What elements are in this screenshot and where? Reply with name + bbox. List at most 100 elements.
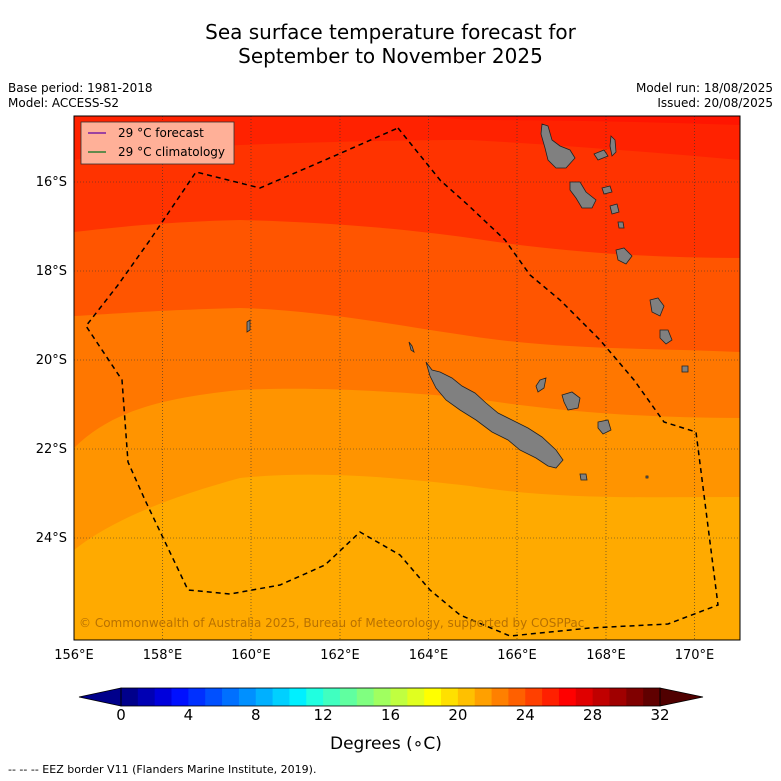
colorbar-cell <box>525 688 543 706</box>
colorbar-cell <box>558 688 577 706</box>
title-line-1: Sea surface temperature forecast for <box>205 20 576 44</box>
issued-date: Issued: 20/08/2025 <box>657 96 773 110</box>
lon-label: 170°E <box>675 648 715 663</box>
walpole <box>645 475 649 479</box>
colorbar-tick: 0 <box>116 706 126 724</box>
colorbar-cell <box>323 688 341 706</box>
lon-label: 166°E <box>497 648 537 663</box>
colorbar-tick: 28 <box>583 706 602 724</box>
colorbar-cell <box>289 688 307 706</box>
colorbar-tick: 20 <box>448 706 467 724</box>
ouvea-island <box>535 377 547 393</box>
shepherd-islands <box>617 221 625 229</box>
legend-climatology-label: 29 °C climatology <box>118 145 225 159</box>
new-caledonia <box>425 361 564 469</box>
lat-label: 20°S <box>36 353 67 368</box>
colorbar-cell <box>356 688 375 706</box>
espiritu-santo <box>540 123 576 169</box>
ambrym <box>601 185 613 195</box>
lat-labels: 16°S 18°S 20°S 22°S 24°S <box>36 175 67 546</box>
mare-island <box>597 419 612 435</box>
footer-note: -- -- -- EEZ border V11 (Flanders Marine… <box>8 763 317 776</box>
colorbar-cell <box>643 688 661 706</box>
colorbar-cell <box>171 688 189 706</box>
colorbar-cell <box>457 688 476 706</box>
colorbar-cell <box>474 688 492 706</box>
land <box>246 123 689 481</box>
lon-label: 164°E <box>409 648 449 663</box>
map-frame <box>73 115 741 641</box>
colorbar-ticks: 0 4 8 12 16 20 24 28 32 <box>116 706 669 724</box>
model-name: Model: ACCESS-S2 <box>8 96 120 110</box>
pentecost <box>609 135 617 157</box>
colorbar-tick: 32 <box>650 706 669 724</box>
sst-map: © Commonwealth of Australia 2025, Bureau… <box>74 116 740 640</box>
colorbar-cell <box>205 688 223 706</box>
colorbar-cell <box>592 688 610 706</box>
colorbar-frame <box>120 687 661 707</box>
chesterfield-reef <box>246 319 251 333</box>
efate <box>615 247 633 265</box>
lat-label: 16°S <box>36 175 67 190</box>
colorbar-cell <box>609 688 627 706</box>
colorbar-cell <box>272 688 290 706</box>
model-run: Model run: 18/08/2025 <box>635 81 773 95</box>
colorbar-cell <box>137 688 156 706</box>
colorbar-tick: 24 <box>516 706 535 724</box>
colorbar-min-arrow <box>78 687 122 707</box>
lat-label: 22°S <box>36 442 67 457</box>
legend-forecast-label: 29 °C forecast <box>118 126 204 140</box>
colorbar: 0 4 8 12 16 20 24 28 32 Degrees (∘C) <box>78 687 704 754</box>
colorbar-cell <box>306 688 324 706</box>
belep-island <box>408 341 415 353</box>
colorbar-max-arrow <box>659 687 704 707</box>
colorbar-cell <box>542 688 560 706</box>
colorbar-cell <box>390 688 408 706</box>
lon-label: 156°E <box>54 648 94 663</box>
lon-labels: 156°E 158°E 160°E 162°E 164°E 166°E 168°… <box>54 648 714 663</box>
malekula <box>569 181 597 209</box>
colorbar-tick: 4 <box>184 706 194 724</box>
colorbar-cell <box>188 688 206 706</box>
tanna <box>659 329 673 345</box>
eez-border <box>85 127 719 637</box>
colorbar-cell <box>121 688 139 706</box>
colorbar-cell <box>373 688 391 706</box>
isle-of-pines <box>579 473 588 481</box>
lifou-island <box>561 391 581 411</box>
lon-label: 162°E <box>320 648 360 663</box>
colorbar-tick: 12 <box>314 706 333 724</box>
colorbar-cell <box>626 688 644 706</box>
aneityum <box>681 365 689 373</box>
colorbar-cell <box>154 688 172 706</box>
lon-label: 160°E <box>231 648 271 663</box>
colorbar-cell <box>339 688 358 706</box>
base-period: Base period: 1981-2018 <box>8 81 153 95</box>
ambae <box>593 149 609 161</box>
colorbar-cell <box>424 688 442 706</box>
copyright-text: © Commonwealth of Australia 2025, Bureau… <box>79 616 584 630</box>
erromango <box>649 297 665 317</box>
colorbar-cell <box>238 688 257 706</box>
lon-label: 158°E <box>143 648 183 663</box>
title-line-2: September to November 2025 <box>238 44 543 68</box>
map-legend: 29 °C forecast 29 °C climatology <box>80 121 235 165</box>
lat-label: 18°S <box>36 264 67 279</box>
colorbar-tick: 8 <box>251 706 261 724</box>
colorbar-cell <box>255 688 273 706</box>
epi <box>609 203 620 215</box>
colorbar-cell <box>222 688 240 706</box>
colorbar-cell <box>407 688 425 706</box>
colorbar-cell <box>508 688 526 706</box>
colorbar-tick: 16 <box>381 706 400 724</box>
colorbar-cell <box>575 688 594 706</box>
colorbar-label: Degrees (∘C) <box>330 734 442 754</box>
band-30-31 <box>420 116 740 125</box>
band-28-29 <box>74 116 740 258</box>
colorbar-cell <box>441 688 459 706</box>
colorbar-cell <box>491 688 509 706</box>
graticule <box>74 116 740 640</box>
colorbar-cells <box>121 688 661 706</box>
lat-label: 24°S <box>36 531 67 546</box>
